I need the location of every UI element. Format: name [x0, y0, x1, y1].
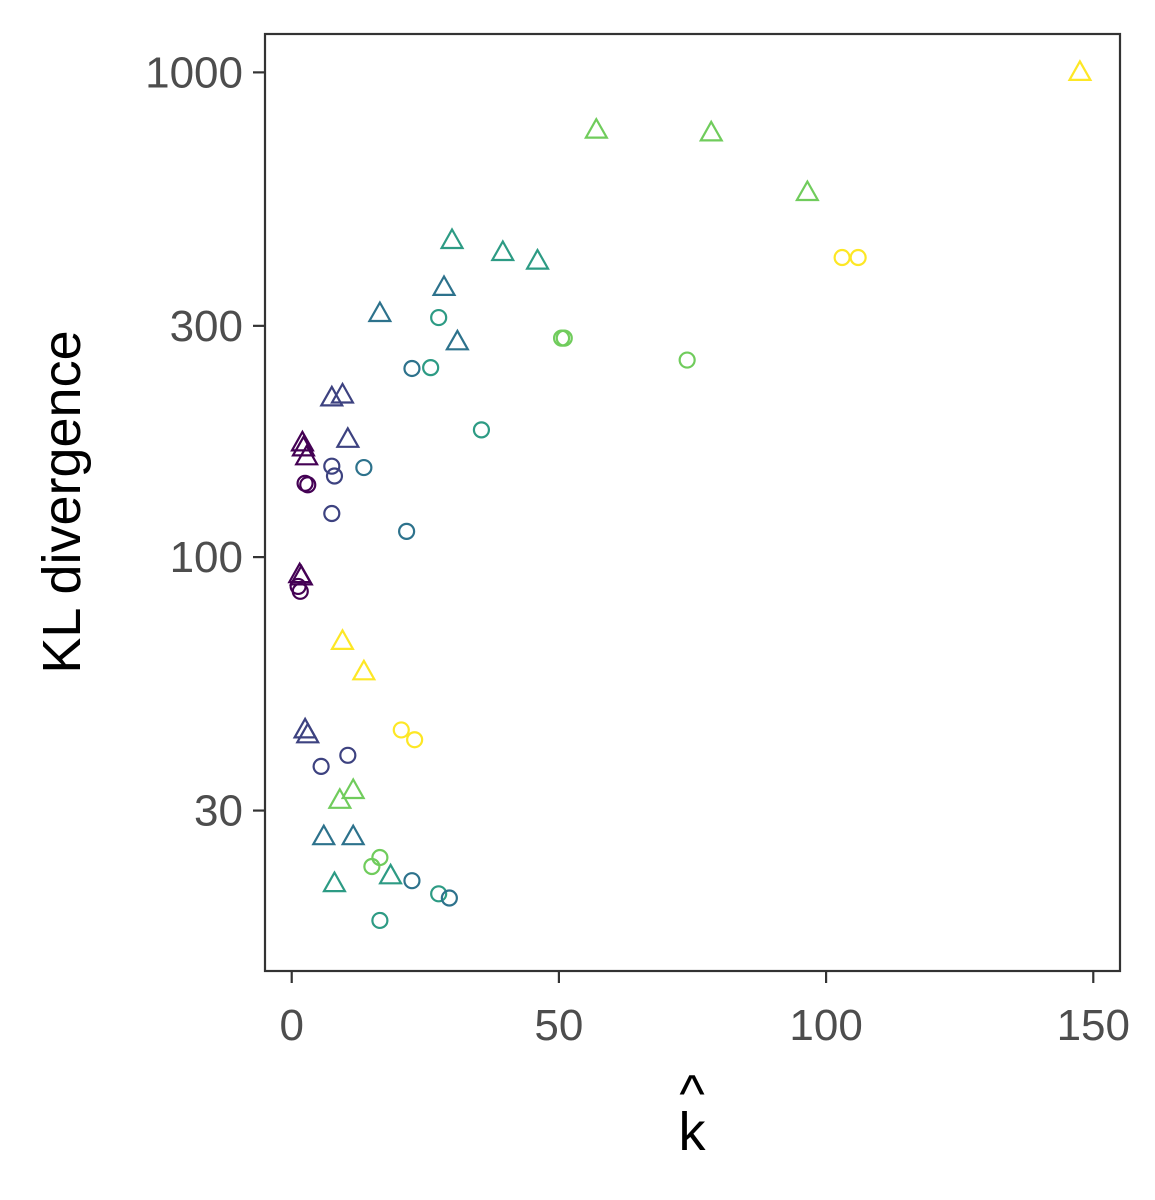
triangle-point — [335, 426, 361, 448]
triangle-point — [340, 823, 366, 846]
circle-point — [312, 757, 330, 776]
circle-point — [406, 731, 424, 749]
triangle-point — [330, 628, 355, 651]
circle-point — [299, 476, 317, 494]
circle-point — [430, 308, 448, 327]
triangle-point — [525, 247, 550, 270]
triangle-point — [698, 119, 724, 142]
circle-point — [323, 504, 341, 523]
triangle-point — [322, 870, 347, 893]
triangle-point — [584, 116, 609, 139]
circle-point — [849, 248, 867, 267]
y-tick-label: 1000 — [145, 48, 243, 97]
circle-point — [291, 582, 309, 600]
circle-point — [430, 885, 448, 903]
x-axis: 0 50 100 150 — [279, 971, 1130, 1050]
triangle-point — [367, 300, 393, 323]
triangle-point — [340, 777, 366, 800]
x-axis-title-base: k — [679, 1102, 707, 1162]
triangle-point — [445, 328, 470, 351]
circle-point — [371, 911, 389, 930]
triangle-point — [351, 658, 377, 681]
x-tick-label: 0 — [279, 1001, 303, 1050]
y-tick-label: 300 — [170, 302, 243, 351]
y-axis-title: KL divergence — [32, 330, 92, 673]
circle-point — [339, 746, 357, 764]
circle-point — [678, 351, 696, 369]
triangle-point — [311, 823, 337, 846]
circle-point — [403, 872, 421, 890]
triangle-point — [795, 179, 820, 202]
plot-panel — [263, 32, 1122, 973]
triangle-point — [1067, 59, 1093, 82]
y-axis: 30 100 300 1000 — [145, 48, 265, 836]
y-tick-label: 100 — [170, 533, 243, 582]
x-axis-title: ^ k — [679, 1064, 707, 1162]
triangle-point — [330, 381, 355, 404]
circle-point — [323, 457, 341, 475]
points-layer — [287, 59, 1093, 930]
x-axis-title-hat: ^ — [679, 1064, 705, 1124]
triangle-point — [378, 862, 403, 885]
circle-point — [398, 522, 416, 540]
triangle-point — [431, 274, 457, 296]
x-tick-label: 150 — [1057, 1001, 1130, 1050]
x-tick-label: 50 — [534, 1001, 583, 1050]
y-tick-label: 30 — [194, 787, 243, 836]
circle-point — [555, 329, 573, 347]
circle-point — [355, 458, 373, 477]
triangle-point — [290, 429, 315, 452]
x-tick-label: 100 — [789, 1001, 862, 1050]
circle-point — [472, 421, 491, 439]
triangle-point — [327, 787, 353, 809]
circle-point — [392, 721, 410, 739]
circle-point — [403, 359, 421, 378]
triangle-point — [490, 239, 516, 262]
circle-point — [325, 467, 344, 485]
circle-point — [422, 359, 440, 377]
triangle-point — [291, 434, 316, 457]
circle-point — [363, 857, 381, 876]
triangle-point — [295, 721, 321, 744]
triangle-point — [294, 443, 319, 466]
circle-point — [440, 889, 458, 907]
triangle-point — [319, 384, 345, 407]
triangle-point — [439, 227, 465, 250]
